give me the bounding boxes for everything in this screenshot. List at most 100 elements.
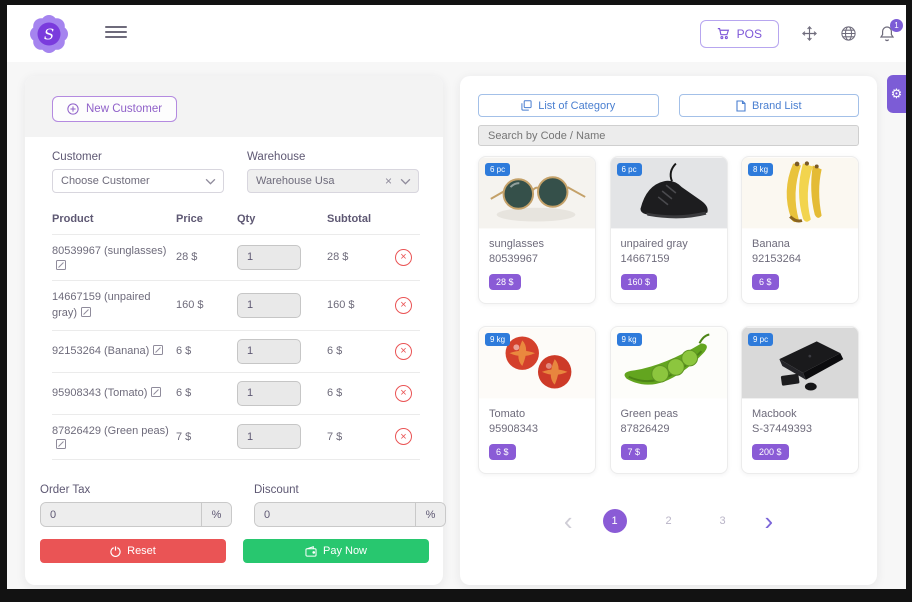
pay-now-button[interactable]: Pay Now	[243, 539, 429, 563]
qty-input[interactable]	[237, 380, 301, 406]
product-name: unpaired gray	[620, 238, 688, 250]
wallet-icon	[305, 545, 317, 557]
remove-item-button[interactable]: ×	[395, 384, 412, 402]
price-badge: 7 $	[620, 444, 648, 460]
edit-icon[interactable]	[56, 259, 66, 270]
row-product-name: 80539967 (sunglasses)	[52, 245, 167, 257]
edit-icon[interactable]	[151, 386, 162, 397]
pagination-next-icon[interactable]: ›	[764, 506, 774, 536]
product-card-banana[interactable]: 8 kg Banana 92153264 6 $	[741, 156, 859, 304]
row-subtotal: 7 $	[327, 430, 343, 443]
new-customer-label: New Customer	[86, 103, 163, 115]
col-product: Product	[52, 213, 94, 225]
row-price: 7 $	[176, 430, 192, 443]
language-globe-icon[interactable]	[839, 25, 857, 43]
product-code: 14667159	[620, 253, 670, 265]
qty-input[interactable]	[237, 244, 301, 270]
pagination-page-1[interactable]: 1	[602, 509, 627, 533]
pagination-page-2[interactable]: 2	[665, 515, 672, 527]
pos-button-label: POS	[736, 26, 762, 41]
flower-logo-icon: S	[30, 15, 68, 53]
price-badge: 200 $	[752, 444, 789, 460]
row-price: 160 $	[176, 299, 204, 311]
notifications-bell-icon[interactable]: 1	[878, 18, 903, 44]
product-code: 95908343	[489, 423, 538, 435]
products-grid: 6 pc sunglasses 80539967 28 $ 6 pc	[478, 156, 859, 474]
remove-item-button[interactable]: ×	[395, 342, 412, 360]
discount-input[interactable]	[255, 503, 415, 526]
row-product-name: 95908343 (Tomato)	[52, 386, 148, 399]
stock-badge: 9 kg	[485, 333, 511, 346]
remove-item-button[interactable]: ×	[395, 248, 412, 266]
green-peas-image	[610, 327, 727, 399]
product-name: Green peas	[620, 408, 678, 420]
checkout-panel-header: New Customer	[25, 76, 443, 137]
settings-fab[interactable]: ⚙	[887, 75, 906, 113]
discount-label: Discount	[254, 484, 299, 496]
row-price: 28 $	[176, 251, 198, 264]
stock-badge: 6 pc	[616, 163, 642, 176]
product-name: Banana	[752, 238, 790, 250]
qty-input[interactable]	[237, 338, 301, 364]
customer-select[interactable]: Choose Customer	[52, 169, 224, 193]
row-subtotal: 6 $	[327, 345, 343, 357]
notification-count-badge: 1	[890, 18, 903, 32]
header-actions: POS 1	[699, 5, 903, 62]
customer-label: Customer	[52, 151, 102, 163]
product-card-green-peas[interactable]: 9 kg Green peas 87826429 7 $	[609, 326, 728, 474]
order-tax-input[interactable]	[41, 503, 201, 526]
pagination-page-3[interactable]: 3	[719, 515, 726, 527]
remove-item-button[interactable]: ×	[395, 428, 412, 446]
row-price: 6 $	[176, 387, 192, 399]
cart-table: Product Price Qty Subtotal 80539967 (sun…	[52, 209, 420, 460]
list-of-category-label: List of Category	[538, 99, 616, 112]
product-card-macbook[interactable]: 9 pc Macbook S-37449393 200 $	[741, 326, 859, 474]
app-logo[interactable]: S	[29, 14, 69, 54]
fullscreen-icon[interactable]	[800, 25, 818, 43]
stock-badge: 9 pc	[748, 333, 774, 346]
row-product-name: 87826429 (Green peas)	[52, 424, 169, 437]
app-screen: S POS	[7, 5, 906, 589]
remove-item-button[interactable]: ×	[395, 296, 412, 314]
product-code: 87826429	[620, 423, 670, 435]
table-row: 14667159 (unpaired gray) 160 $ 160 $ ×	[52, 281, 420, 331]
edit-icon[interactable]	[56, 439, 66, 449]
power-icon	[110, 545, 121, 557]
row-product-name: 92153264 (Banana)	[52, 344, 150, 357]
product-card-unpaired-gray[interactable]: 6 pc unpaired gray 14667159 160 $	[609, 156, 728, 304]
product-card-sunglasses[interactable]: 6 pc sunglasses 80539967 28 $	[478, 156, 596, 304]
product-code: 92153264	[752, 253, 801, 265]
stock-badge: 8 kg	[748, 163, 774, 176]
stock-badge: 6 pc	[485, 163, 511, 176]
pos-button[interactable]: POS	[699, 19, 779, 48]
warehouse-select[interactable]: Warehouse Usa ×	[247, 169, 419, 193]
clear-selection-icon[interactable]: ×	[384, 174, 392, 188]
row-subtotal: 160 $	[327, 299, 355, 311]
gear-icon: ⚙	[890, 86, 903, 101]
checkout-panel: New Customer Customer Choose Customer Wa…	[25, 76, 660, 585]
pagination-prev-icon[interactable]: ‹	[563, 506, 573, 536]
qty-input[interactable]	[237, 424, 301, 450]
chevron-down-icon	[400, 178, 411, 185]
list-of-category-button[interactable]: List of Category	[478, 94, 659, 117]
col-price: Price	[176, 213, 203, 225]
new-customer-button[interactable]: New Customer	[52, 96, 178, 122]
reset-label: Reset	[127, 545, 156, 557]
edit-icon[interactable]	[81, 307, 92, 317]
edit-icon[interactable]	[153, 344, 164, 355]
top-navbar: S POS	[7, 5, 906, 62]
qty-input[interactable]	[237, 292, 301, 318]
search-input[interactable]	[478, 125, 859, 146]
reset-button[interactable]: Reset	[40, 539, 226, 563]
plus-circle-icon	[67, 103, 79, 115]
brand-list-button[interactable]: Brand List	[678, 94, 859, 117]
menu-toggle-icon[interactable]	[105, 26, 127, 40]
cart-table-header: Product Price Qty Subtotal	[52, 209, 420, 235]
category-icon	[521, 100, 532, 111]
row-subtotal: 28 $	[327, 251, 349, 264]
order-tax-suffix: %	[201, 503, 231, 526]
product-card-tomato[interactable]: 9 kg Tomato 95908343 6 $	[478, 326, 596, 474]
brand-list-label: Brand List	[751, 99, 802, 112]
product-code: 80539967	[489, 253, 538, 265]
